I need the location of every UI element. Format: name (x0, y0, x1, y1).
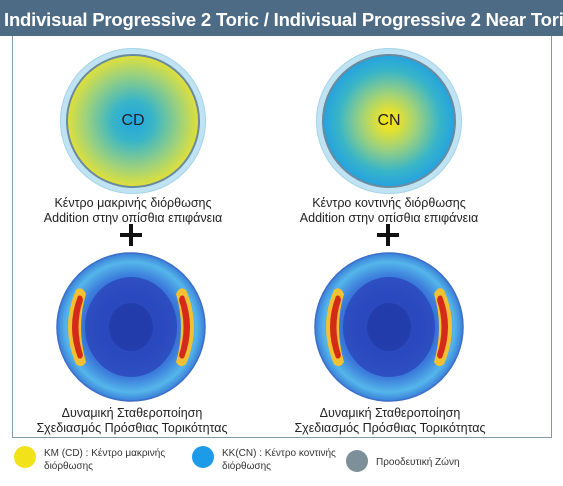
legend-gray-dot (346, 450, 368, 472)
stabilization-caption-left: Δυναμική Σταθεροποίηση Σχεδιασμός Πρόσθι… (36, 406, 228, 435)
cd-caption: Κέντρο μακρινής διόρθωσης Addition στην … (43, 196, 223, 225)
legend-label-cn: KK(CN) : Κέντρο κοντινής διόρθωσης (222, 448, 336, 472)
cn-lens-diagram: CN (316, 48, 462, 194)
plus-icon (377, 224, 399, 246)
legend-blue-dot (192, 446, 214, 468)
legend-yellow-dot (14, 446, 36, 468)
cd-lens-diagram: CD (60, 48, 206, 194)
cn-label: CN (377, 112, 401, 129)
title-bar: Indivisual Progressive 2 Toric / Indivis… (0, 0, 563, 36)
page-title: Indivisual Progressive 2 Toric / Indivis… (4, 9, 563, 30)
stabilization-map-right (314, 252, 464, 402)
cn-caption: Κέντρο κοντινής διόρθωσης Addition στην … (299, 196, 479, 225)
stabilization-caption-right: Δυναμική Σταθεροποίηση Σχεδιασμός Πρόσθι… (294, 406, 486, 435)
legend-label-progressive: Προοδευτική Ζώνη (376, 457, 460, 468)
legend-label-cd: KM (CD) : Κέντρο μακρινής διόρθωσης (44, 448, 166, 472)
cd-label: CD (121, 112, 145, 129)
stabilization-map-right-graphic (314, 252, 464, 402)
plus-icon (120, 224, 142, 246)
stabilization-map-left (56, 252, 206, 402)
stabilization-map-left-graphic (56, 252, 206, 402)
